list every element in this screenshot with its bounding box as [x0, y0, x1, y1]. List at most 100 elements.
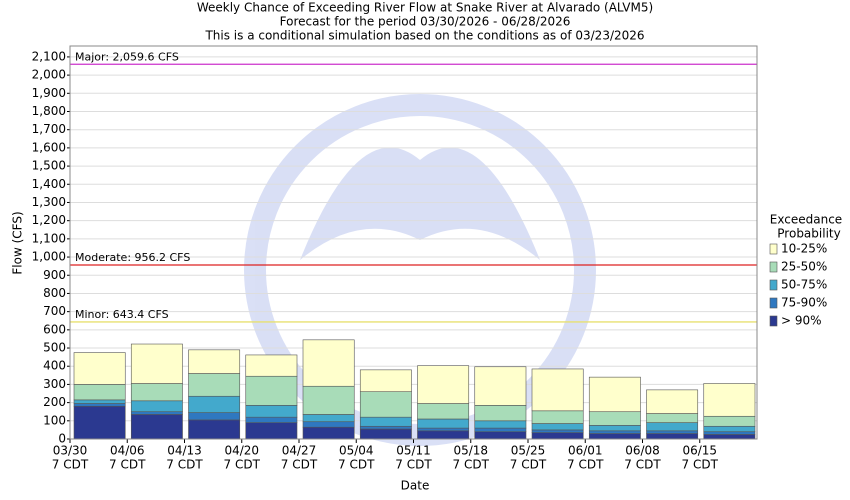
bar-segment [188, 373, 241, 397]
x-tick-label: 05/25 [511, 444, 546, 458]
y-tick-label: 1,400 [32, 177, 66, 191]
y-tick-label: 1,800 [32, 104, 66, 118]
bar-segment [188, 349, 241, 374]
x-tick-label: 05/11 [396, 444, 431, 458]
bar-segment [531, 432, 584, 440]
x-tick-sublabel: 7 CDT [395, 458, 432, 472]
bar-segment [130, 383, 183, 402]
legend-label: 10-25% [781, 242, 827, 256]
threshold-label: Moderate: 956.2 CFS [75, 251, 190, 264]
bar-segment [588, 425, 641, 432]
x-tick-label: 04/20 [224, 444, 259, 458]
bar-segment [531, 429, 584, 433]
x-tick-label: 04/06 [110, 444, 145, 458]
x-tick-sublabel: 7 CDT [510, 458, 547, 472]
y-tick-label: 900 [43, 268, 66, 282]
legend-swatch [769, 279, 778, 291]
bar-segment [359, 425, 412, 430]
chart-subtitle: Forecast for the period 03/30/2026 - 06/… [280, 15, 571, 29]
bar-segment [417, 418, 470, 429]
x-tick-sublabel: 7 CDT [52, 458, 89, 472]
x-tick-label: 05/04 [339, 444, 374, 458]
legend-label: 75-90% [781, 296, 827, 310]
bar-segment [588, 433, 641, 440]
watermark-bird [300, 147, 540, 260]
bar-segment [130, 400, 183, 413]
bar-segment [245, 375, 298, 406]
bar-segment [73, 384, 126, 401]
bar-segment [531, 410, 584, 424]
chart-subtitle: This is a conditional simulation based o… [204, 29, 644, 43]
grid: 0 100 200 300 400 500 600 700 800 900 1,000 1,100 1,… [32, 49, 757, 472]
legend-swatch [769, 297, 778, 309]
bar-segment [73, 399, 126, 404]
bar-segment [646, 422, 699, 432]
bar-segment [417, 365, 470, 404]
bar-segment [73, 352, 126, 385]
bar-segment [474, 431, 527, 440]
bar-segment [130, 411, 183, 415]
bar-segment [130, 343, 183, 384]
x-tick-sublabel: 7 CDT [166, 458, 203, 472]
x-tick-sublabel: 7 CDT [682, 458, 719, 472]
bars [73, 339, 756, 440]
y-tick-label: 1,100 [32, 231, 66, 245]
x-tick-sublabel: 7 CDT [224, 458, 261, 472]
bar-segment [417, 427, 470, 432]
bar-segment [531, 423, 584, 431]
bar-segment [188, 395, 241, 413]
bar-segment [245, 416, 298, 423]
x-tick-label: 04/13 [167, 444, 202, 458]
bar-segment [302, 339, 355, 387]
bar-segment [245, 354, 298, 377]
bar-segment [703, 431, 756, 435]
y-tick-label: 100 [43, 413, 66, 427]
bar-segment [646, 433, 699, 440]
bar-segment [531, 368, 584, 412]
bar-segment [359, 369, 412, 392]
overlay: Major: 2,059.6 CFS Moderate: 956.2 CFS Min… [70, 50, 757, 323]
y-tick-label: 1,200 [32, 213, 66, 227]
legend-label: 50-75% [781, 278, 827, 292]
bar-segment [302, 426, 355, 440]
legend-swatch [769, 243, 778, 255]
legend-label: 25-50% [781, 260, 827, 274]
bar-segment [188, 412, 241, 421]
legend-swatch [769, 315, 778, 327]
legend-swatch [769, 261, 778, 273]
bar-segment [646, 389, 699, 414]
bar-segment [474, 420, 527, 429]
y-tick-label: 1,500 [32, 159, 66, 173]
bar-segment [302, 421, 355, 428]
x-tick-sublabel: 7 CDT [624, 458, 661, 472]
bar-segment [130, 414, 183, 440]
x-tick-sublabel: 7 CDT [338, 458, 375, 472]
x-tick-sublabel: 7 CDT [281, 458, 318, 472]
y-tick-label: 200 [43, 395, 66, 409]
bar-segment [703, 383, 756, 417]
y-tick-label: 1,000 [32, 250, 66, 264]
y-tick-label: 1,300 [32, 195, 66, 209]
x-tick-label: 05/18 [453, 444, 488, 458]
bar-segment [703, 434, 756, 440]
y-tick-label: 1,900 [32, 86, 66, 100]
x-axis-label: Date [401, 479, 430, 493]
x-tick-label: 03/30 [53, 444, 88, 458]
bar-segment [359, 391, 412, 418]
bar-segment [474, 366, 527, 406]
bar-segment [359, 428, 412, 440]
bar-segment [646, 413, 699, 423]
bar-segment [188, 419, 241, 440]
bar-segment [245, 422, 298, 440]
y-tick-label: 800 [43, 286, 66, 300]
bar-segment [474, 405, 527, 422]
bar-segment [646, 430, 699, 434]
threshold-label: Major: 2,059.6 CFS [75, 50, 179, 63]
x-tick-label: 06/15 [682, 444, 717, 458]
x-tick-label: 04/27 [282, 444, 317, 458]
y-tick-label: 1,700 [32, 122, 66, 136]
bar-segment [245, 405, 298, 418]
bar-segment [417, 430, 470, 440]
bar-segment [703, 425, 756, 433]
